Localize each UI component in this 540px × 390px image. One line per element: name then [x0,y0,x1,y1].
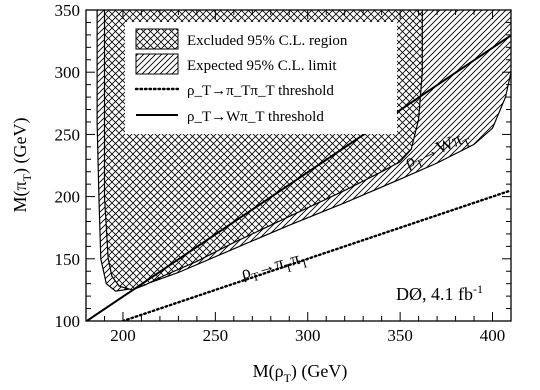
y-tick-label: 150 [55,250,81,269]
y-tick-label: 200 [55,188,81,207]
y-tick-label: 350 [55,1,81,20]
y-axis-title: M(πT) (GeV) [10,118,34,213]
x-axis-title: M(ρT) (GeV) [253,361,348,385]
legend-label-excluded: Excluded 95% C.L. region [187,33,348,49]
legend-label-wpi: ρ_T→Wπ_T threshold [187,109,324,125]
y-tick-label: 250 [55,125,81,144]
legend-swatch-expected [135,53,179,75]
x-tick-label: 300 [295,326,321,345]
y-tick-label: 300 [55,63,81,82]
y-tick-label: 100 [55,312,81,331]
legend-label-pipi: ρ_T→π_Tπ_T threshold [187,83,334,99]
x-tick-label: 350 [387,326,413,345]
legend-label-expected: Expected 95% C.L. limit [187,58,337,74]
pipi-threshold-line [121,189,511,321]
x-tick-label: 200 [110,326,136,345]
plot-frame [85,9,512,322]
annotation-rho-to-pipi: ρT→πTπT [239,246,311,287]
x-tick-label: 400 [480,326,506,345]
wpi-threshold-line [86,34,511,321]
legend: Excluded 95% C.L. region Expected 95% C.… [125,22,397,134]
annotation-experiment-luminosity: DØ, 4.1 fb-1 [396,282,483,304]
x-tick-label: 250 [203,326,229,345]
legend-swatch-excluded [135,28,179,50]
axes: 200 250 300 350 400 100 150 200 250 300 350 [55,1,512,345]
